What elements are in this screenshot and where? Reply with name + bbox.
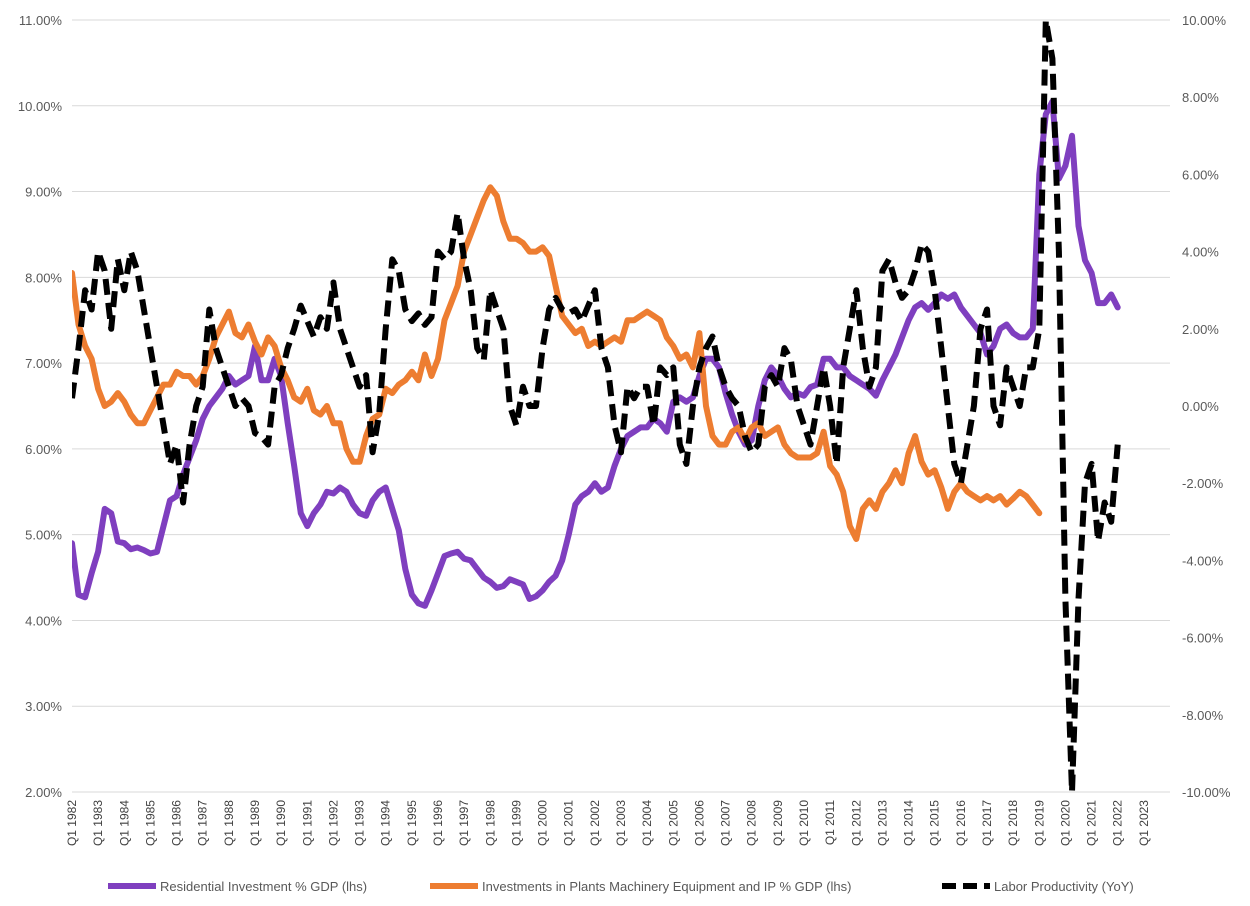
x-tick-label: Q1 1982 <box>65 800 79 846</box>
x-tick-label: Q1 2006 <box>692 800 706 846</box>
x-tick-label: Q1 1998 <box>483 800 497 846</box>
x-tick-label: Q1 1984 <box>117 800 131 846</box>
x-axis: Q1 1982 Q1 1983 Q1 1984 Q1 1985 Q1 1986 Q1 19… <box>65 791 1170 846</box>
x-tick-label: Q1 2012 <box>849 800 863 846</box>
series-lines <box>72 20 1121 792</box>
x-tick-label: Q1 2001 <box>562 800 576 846</box>
x-tick-label: Q1 1999 <box>509 800 523 846</box>
left-tick-label: 7.00% <box>25 356 62 371</box>
left-tick-label: 3.00% <box>25 699 62 714</box>
x-tick-label: Q1 2022 <box>1111 800 1125 846</box>
legend: Residential Investment % GDP (lhs) Invest… <box>108 879 1134 894</box>
x-tick-label: Q1 1995 <box>405 800 419 846</box>
right-tick-label: 2.00% <box>1182 322 1219 337</box>
right-tick-label: 6.00% <box>1182 167 1219 182</box>
left-tick-label: 6.00% <box>25 442 62 457</box>
series-line-labor-productivity <box>72 20 1121 792</box>
x-tick-label: Q1 2019 <box>1032 800 1046 846</box>
right-tick-label: -8.00% <box>1182 708 1224 723</box>
right-tick-label: -6.00% <box>1182 631 1224 646</box>
left-tick-label: 5.00% <box>25 528 62 543</box>
x-tick-label: Q1 2002 <box>588 800 602 846</box>
x-tick-label: Q1 1992 <box>326 800 340 846</box>
x-tick-label: Q1 2005 <box>666 800 680 846</box>
x-tick-label: Q1 2011 <box>823 800 837 845</box>
x-tick-label: Q1 1985 <box>143 800 157 846</box>
left-tick-label: 4.00% <box>25 613 62 628</box>
x-tick-label: Q1 2014 <box>902 800 916 846</box>
x-tick-label: Q1 2013 <box>875 800 889 846</box>
right-tick-label: -2.00% <box>1182 476 1224 491</box>
series-line-residential-investment <box>72 98 1121 609</box>
right-tick-label: 4.00% <box>1182 245 1219 260</box>
x-tick-label: Q1 2009 <box>771 800 785 846</box>
x-tick-label: Q1 2007 <box>719 800 733 846</box>
series-line-plants-machinery-investment <box>72 184 1043 542</box>
x-tick-label: Q1 2010 <box>797 800 811 846</box>
x-tick-label: Q1 2018 <box>1006 800 1020 846</box>
left-tick-label: 9.00% <box>25 185 62 200</box>
x-tick-label: Q1 2008 <box>745 800 759 846</box>
left-tick-label: 2.00% <box>25 785 62 800</box>
right-tick-label: 0.00% <box>1182 399 1219 414</box>
left-y-axis: 2.00% 3.00% 4.00% 5.00% 6.00% 7.00% 8.00% 9.00%… <box>18 13 63 800</box>
legend-label: Labor Productivity (YoY) <box>994 879 1134 894</box>
right-tick-label: 8.00% <box>1182 90 1219 105</box>
left-tick-label: 11.00% <box>19 13 63 28</box>
right-tick-label: -4.00% <box>1182 553 1224 568</box>
legend-label: Investments in Plants Machinery Equipmen… <box>482 879 851 894</box>
x-tick-label: Q1 1991 <box>300 800 314 846</box>
left-tick-label: 10.00% <box>18 99 63 114</box>
left-tick-label: 8.00% <box>25 270 62 285</box>
x-tick-label: Q1 1988 <box>222 800 236 846</box>
x-tick-label: Q1 2003 <box>614 800 628 846</box>
x-tick-label: Q1 2017 <box>980 800 994 846</box>
x-tick-label: Q1 2015 <box>928 800 942 846</box>
right-tick-label: -10.00% <box>1182 785 1231 800</box>
x-tick-label: Q1 2023 <box>1137 800 1151 846</box>
x-tick-label: Q1 1990 <box>274 800 288 846</box>
legend-label: Residential Investment % GDP (lhs) <box>160 879 367 894</box>
x-tick-label: Q1 1996 <box>431 800 445 846</box>
x-tick-label: Q1 1994 <box>379 800 393 846</box>
x-tick-label: Q1 2021 <box>1085 800 1099 846</box>
x-tick-label: Q1 1987 <box>196 800 210 846</box>
right-tick-label: 10.00% <box>1182 13 1227 28</box>
x-tick-label: Q1 2020 <box>1058 800 1072 846</box>
x-tick-label: Q1 1997 <box>457 800 471 846</box>
right-y-axis: -10.00% -8.00% -6.00% -4.00% -2.00% 0.00% 2.00… <box>1182 13 1231 800</box>
x-tick-label: Q1 2016 <box>954 800 968 846</box>
x-tick-label: Q1 1993 <box>353 800 367 846</box>
x-tick-label: Q1 1989 <box>248 800 262 846</box>
x-tick-label: Q1 2000 <box>536 800 550 846</box>
x-tick-label: Q1 1986 <box>170 800 184 846</box>
x-tick-label: Q1 2004 <box>640 800 654 846</box>
x-tick-label: Q1 1983 <box>91 800 105 846</box>
